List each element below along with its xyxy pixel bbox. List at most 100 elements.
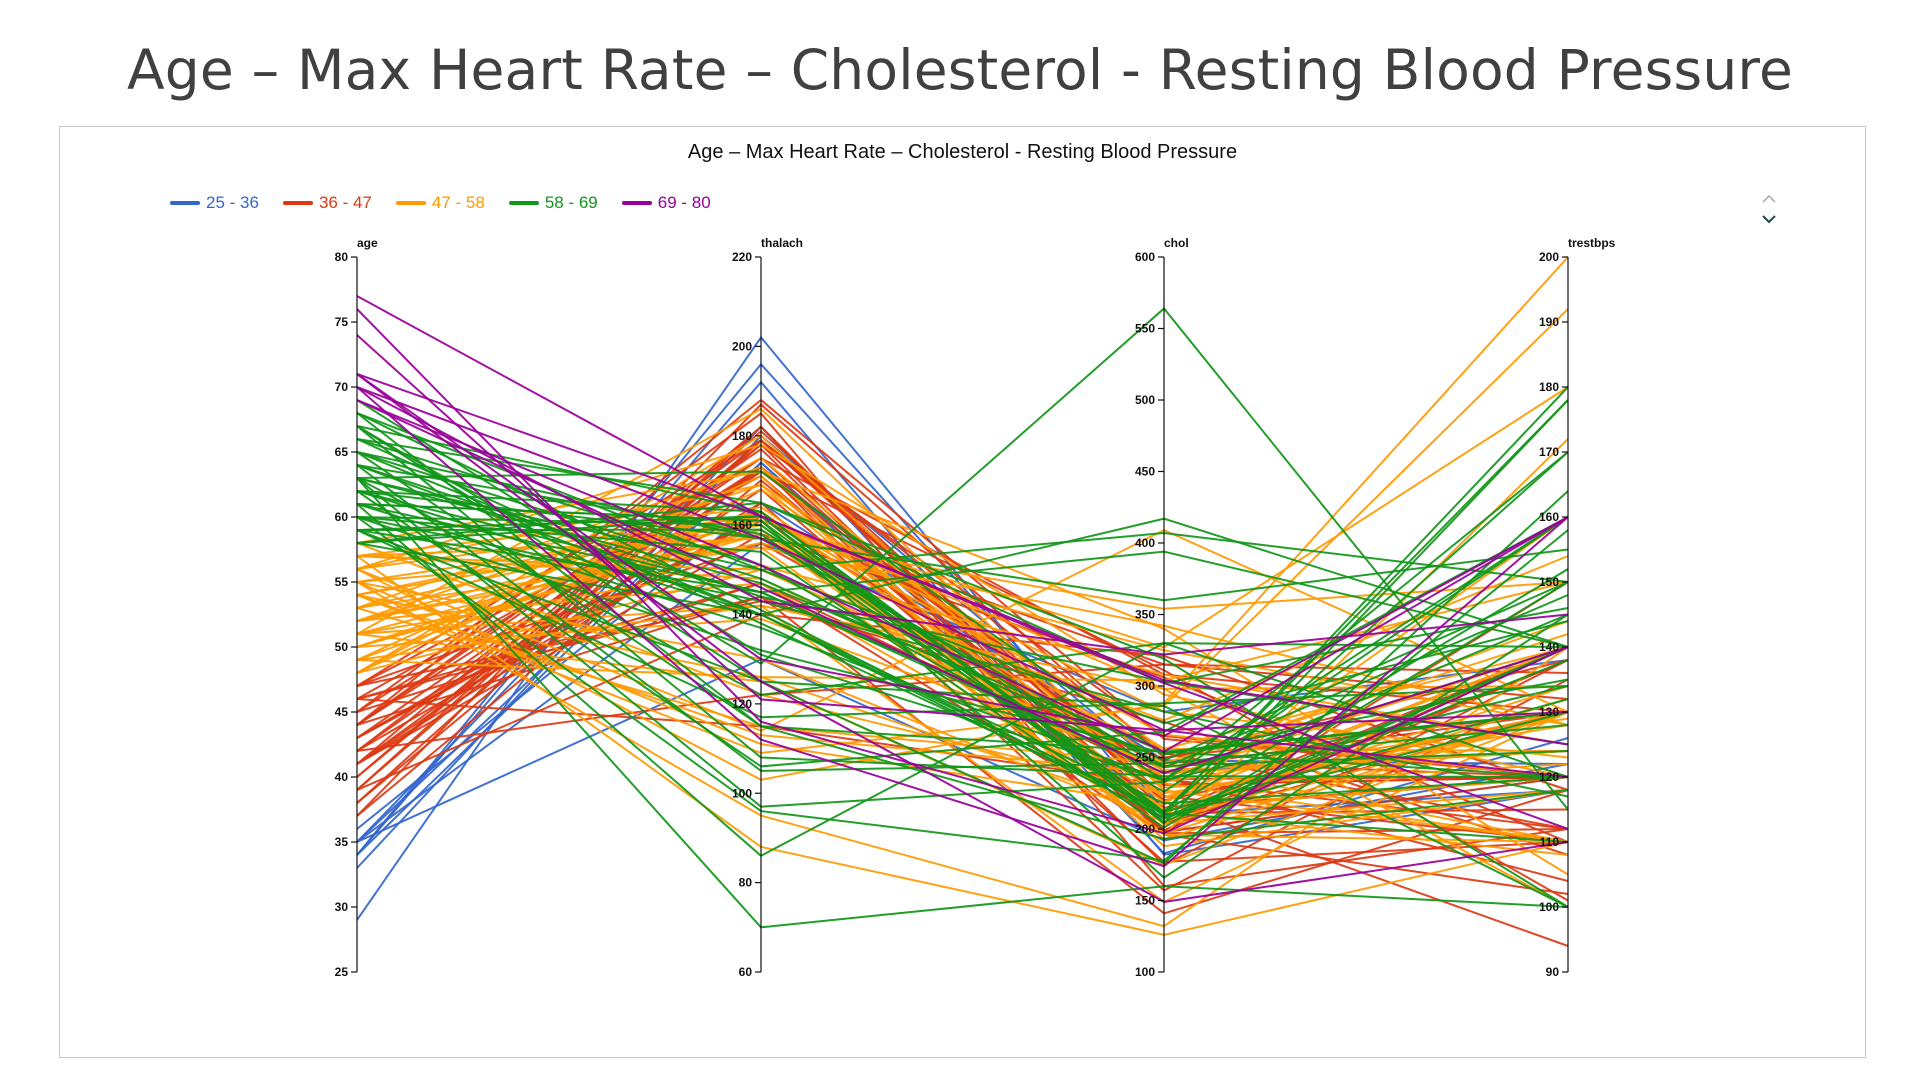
legend-item[interactable]: 36 - 47 [282,193,372,213]
legend-label: 25 - 36 [206,193,259,212]
axis-tick-label: 60 [739,965,753,979]
data-line [356,464,1569,843]
legend-swatch [621,201,652,205]
axis-tick-label: 100 [1135,965,1155,979]
chevron-up-icon[interactable] [1760,191,1778,207]
axis-tick-label: 80 [739,876,753,890]
data-line [356,425,1569,908]
data-line [356,470,1569,756]
data-line [356,477,1569,808]
data-line [356,386,1569,656]
legend-pager [1759,191,1779,231]
chart-frame: 25 30 35 40 45 50 55 60 65 70 75 80 age 60 80 100 120 140… [59,126,1866,1058]
axis-tick-label: 400 [1135,536,1155,550]
legend-item[interactable]: 25 - 36 [170,193,259,213]
axis-tick-label: 550 [1135,322,1155,336]
axis-tick-label: 100 [732,786,752,800]
data-line [356,386,1569,868]
axis-name: chol [1164,236,1189,250]
axis-tick-label: 160 [1539,510,1559,524]
parallel-coordinates-plot: 25 30 35 40 45 50 55 60 65 70 75 80 age 60 80 100 120 140… [335,236,1616,979]
axis-tick-label: 150 [1539,575,1559,589]
legend-item[interactable]: 47 - 58 [395,193,485,213]
data-line [356,528,1569,732]
legend-swatch [508,201,539,205]
data-line [356,477,1569,929]
legend-swatch [282,201,313,205]
data-line [356,451,1569,813]
data-line [356,438,1569,793]
axis-tick-label: 65 [335,445,349,459]
legend: 25 - 36 36 - 47 47 - 58 58 - 69 69 - 80 [170,193,711,213]
axis-tick-label: 55 [335,575,349,589]
data-line [356,256,1569,781]
data-line [356,386,1569,815]
data-line [356,425,1569,778]
axis-tick-label: 100 [1539,900,1559,914]
chart-title: Age – Max Heart Rate – Cholesterol - Res… [687,141,1238,163]
data-lines [356,256,1569,947]
axis-tick-label: 45 [335,705,349,719]
axis-tick-label: 190 [1539,315,1559,329]
data-line [356,470,1569,876]
data-line [356,451,1569,648]
data-line [356,581,1569,928]
axis-tick-label: 220 [732,250,752,264]
axis-tick-label: 200 [732,339,752,353]
data-line [356,386,1569,732]
axis-trestbps: 90 100 110 120 130 140 150 160 170 180 190 200 trest… [1539,236,1616,979]
data-line [356,490,1569,865]
data-line [356,438,1569,685]
legend-label: 36 - 47 [318,193,372,212]
axis-age: 25 30 35 40 45 50 55 60 65 70 75 80 age [335,236,378,979]
axis-tick-label: 600 [1135,250,1155,264]
data-line [356,516,1569,862]
data-line [356,307,1569,811]
axis-tick-label: 80 [335,250,349,264]
legend-item[interactable]: 69 - 80 [621,193,711,213]
axis-tick-label: 250 [1135,751,1155,765]
data-line [356,308,1569,835]
axis-name: thalach [761,236,803,250]
legend-label: 69 - 80 [657,193,711,212]
data-line [356,412,1569,841]
axis-chol: 100 150 200 250 300 350 400 450 500 550 600 chol [1135,236,1189,979]
axis-tick-label: 90 [1546,965,1560,979]
axis-tick-label: 200 [1539,250,1559,264]
axis-tick-label: 30 [335,900,349,914]
legend-label: 47 - 58 [431,193,485,212]
axis-tick-label: 60 [335,510,349,524]
legend-swatch [395,201,426,205]
axis-tick-label: 160 [732,518,752,532]
axis-tick-label: 120 [732,697,752,711]
axis-tick-label: 150 [1135,894,1155,908]
chevron-down-icon[interactable] [1760,211,1778,227]
legend-item[interactable]: 58 - 69 [508,193,598,213]
axis-tick-label: 140 [1539,640,1559,654]
axis-thalach: 60 80 100 120 140 160 180 200 220 thalach [732,236,803,979]
data-line [356,542,1569,805]
data-line [356,456,1569,815]
data-line [356,516,1569,829]
axis-tick-label: 35 [335,835,349,849]
data-line [356,412,1569,725]
axis-tick-label: 350 [1135,608,1155,622]
data-line [356,373,1569,830]
axis-tick-label: 170 [1539,445,1559,459]
data-line [356,490,1569,768]
axis-tick-label: 40 [335,770,349,784]
axis-tick-label: 50 [335,640,349,654]
data-line [356,334,1569,778]
data-line [356,386,1569,649]
axis-tick-label: 70 [335,380,349,394]
axis-tick-label: 140 [732,608,752,622]
axis-name: trestbps [1568,236,1616,250]
data-line [356,373,1569,903]
axis-tick-label: 120 [1539,770,1559,784]
axis-tick-label: 200 [1135,822,1155,836]
data-line [356,295,1569,746]
axis-tick-label: 180 [1539,380,1559,394]
axis-tick-label: 500 [1135,393,1155,407]
data-line [356,451,1569,778]
data-line [356,451,1569,602]
